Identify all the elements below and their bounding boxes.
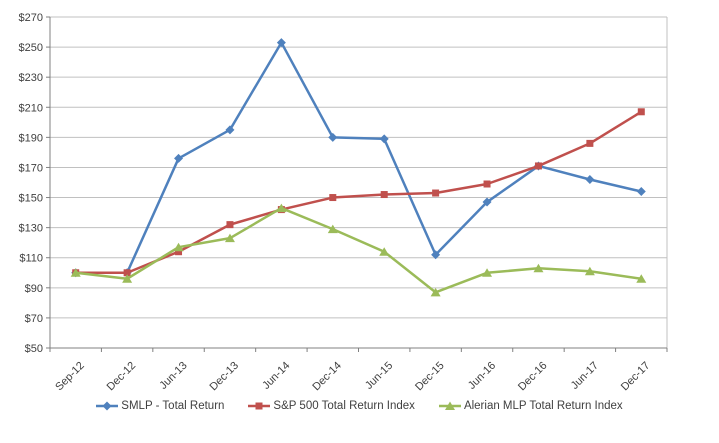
diamond-marker-icon (328, 132, 338, 142)
square-marker-icon (175, 248, 183, 256)
x-axis-label: Jun-14 (260, 360, 292, 392)
y-axis-label: $70 (25, 313, 43, 325)
series-1 (72, 108, 645, 277)
series-line (74, 206, 643, 294)
y-axis-label: $170 (19, 162, 43, 174)
diamond-marker-icon (585, 174, 595, 184)
diamond-marker-icon (174, 153, 184, 163)
series-line (74, 110, 643, 275)
series-2 (70, 203, 647, 297)
sp500-series-marker-icon (248, 402, 271, 410)
x-axis-label: Dec-16 (516, 360, 550, 394)
x-axis-label: Sep-12 (53, 360, 87, 394)
diamond-legend-marker-icon (102, 401, 112, 411)
legend-item-smlp-total-return: SMLP - Total Return (96, 400, 224, 412)
diamond-marker-icon (431, 250, 441, 260)
x-axis-label: Dec-12 (105, 360, 139, 394)
triangle-legend-marker-icon (444, 401, 455, 410)
x-axis-label: Jun-16 (466, 360, 498, 392)
square-marker-icon (586, 139, 594, 147)
square-marker-icon (123, 269, 131, 277)
x-axis-label: Dec-17 (619, 360, 653, 394)
legend-label-sp500: S&P 500 Total Return Index (273, 400, 415, 412)
square-marker-icon (534, 162, 542, 170)
triangle-marker-icon (636, 274, 647, 283)
y-axis-label: $190 (19, 132, 43, 144)
x-axis-label: Jun-13 (157, 360, 189, 392)
diamond-marker-icon (379, 134, 389, 144)
square-marker-icon (329, 194, 337, 202)
square-marker-icon (637, 108, 645, 116)
square-legend-marker-icon (255, 402, 263, 410)
triangle-marker-icon (430, 287, 441, 297)
y-axis-label: $110 (19, 253, 43, 265)
triangle-marker-icon (327, 224, 338, 234)
y-axis-label: $130 (19, 223, 43, 235)
x-axis-label: Dec-15 (413, 360, 447, 394)
legend-label-alerian: Alerian MLP Total Return Index (463, 400, 623, 412)
legend-item-sp500-total-return: S&P 500 Total Return Index (248, 400, 415, 412)
legend-item-alerian-mlp: Alerian MLP Total Return Index (438, 400, 623, 412)
diamond-marker-icon (482, 197, 492, 207)
triangle-marker-icon (70, 268, 81, 277)
triangle-marker-icon (276, 203, 287, 213)
square-marker-icon (380, 191, 388, 199)
legend-label-smlp: SMLP - Total Return (121, 400, 225, 412)
triangle-marker-icon (584, 266, 595, 276)
x-axis-label: Dec-14 (310, 360, 344, 394)
x-axis-label: Jun-15 (363, 360, 395, 392)
y-axis-label: $210 (19, 102, 43, 114)
triangle-marker-icon (379, 247, 390, 256)
diamond-marker-icon (276, 38, 286, 48)
y-axis-label: $230 (19, 72, 43, 84)
x-axis-label: Jun-17 (569, 360, 601, 392)
triangle-marker-icon (224, 233, 235, 243)
diamond-marker-icon (636, 187, 646, 197)
square-marker-icon (226, 221, 234, 229)
diamond-marker-icon (225, 125, 235, 135)
y-axis-label: $90 (25, 283, 43, 295)
y-axis-label: $50 (25, 343, 43, 355)
x-axis-label: Dec-13 (208, 360, 242, 394)
triangle-marker-icon (533, 263, 544, 273)
triangle-marker-icon (173, 242, 184, 252)
y-axis-label: $150 (19, 193, 43, 205)
chart-canvas: $50 $70 $90 $110 $130 $150 $170 $190 $210 $230 $25… (19, 12, 668, 394)
triangle-marker-icon (122, 274, 133, 283)
smlp-series-marker-icon (96, 401, 119, 411)
series-line (74, 41, 643, 275)
y-axis-label: $270 (19, 12, 43, 24)
chart-legend: SMLP - Total Return S&P 500 Total Return… (0, 400, 719, 412)
triangle-marker-icon (482, 268, 493, 277)
square-marker-icon (483, 180, 491, 188)
square-marker-icon (432, 189, 440, 197)
y-axis-label: $250 (19, 42, 43, 54)
alerian-series-marker-icon (438, 401, 461, 410)
